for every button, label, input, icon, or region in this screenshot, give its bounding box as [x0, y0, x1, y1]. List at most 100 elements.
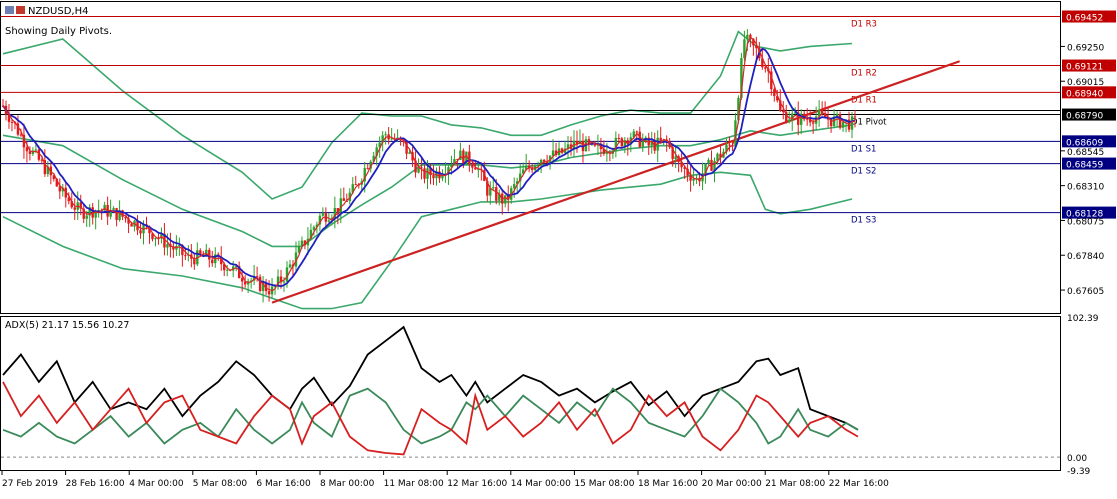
candle[interactable] — [674, 156, 677, 160]
candle[interactable] — [507, 195, 510, 200]
candle[interactable] — [539, 159, 543, 165]
candle[interactable] — [740, 58, 743, 98]
candle[interactable] — [282, 281, 286, 283]
candle[interactable] — [261, 283, 265, 291]
candle[interactable] — [761, 58, 764, 68]
candle[interactable] — [67, 197, 70, 202]
candle[interactable] — [408, 152, 411, 154]
candle[interactable] — [73, 207, 76, 210]
candle[interactable] — [689, 175, 692, 181]
candle[interactable] — [384, 134, 387, 136]
candle[interactable] — [782, 110, 785, 113]
candle[interactable] — [288, 264, 292, 268]
candle[interactable] — [312, 227, 316, 230]
adx-panel[interactable] — [0, 316, 1061, 471]
candle[interactable] — [243, 281, 247, 285]
candle[interactable] — [52, 175, 56, 179]
candle[interactable] — [602, 149, 606, 154]
candle[interactable] — [785, 112, 788, 123]
candle[interactable] — [477, 169, 480, 171]
candle[interactable] — [620, 138, 624, 147]
candle[interactable] — [121, 210, 124, 217]
candle[interactable] — [605, 152, 609, 154]
candle[interactable] — [695, 177, 698, 179]
candle[interactable] — [656, 137, 659, 151]
candle[interactable] — [755, 45, 758, 49]
candle[interactable] — [734, 120, 737, 147]
candle[interactable] — [668, 141, 671, 148]
candle[interactable] — [417, 167, 420, 173]
candle[interactable] — [453, 159, 456, 165]
candle[interactable] — [468, 151, 471, 165]
candle[interactable] — [542, 159, 546, 162]
candle[interactable] — [79, 202, 82, 209]
candle[interactable] — [303, 240, 307, 246]
candle[interactable] — [829, 119, 833, 127]
candle[interactable] — [351, 184, 354, 193]
candle[interactable] — [181, 245, 184, 256]
candle[interactable] — [82, 208, 85, 219]
candle[interactable] — [776, 96, 779, 101]
candle[interactable] — [309, 229, 313, 239]
candle[interactable] — [58, 186, 62, 192]
candle[interactable] — [46, 166, 50, 175]
candle[interactable] — [515, 181, 519, 185]
candle[interactable] — [130, 223, 133, 227]
candle[interactable] — [713, 160, 716, 171]
candle[interactable] — [97, 209, 100, 211]
candle[interactable] — [521, 169, 525, 174]
candle[interactable] — [545, 161, 549, 163]
candle[interactable] — [148, 226, 151, 234]
candle[interactable] — [773, 89, 776, 97]
candle[interactable] — [61, 187, 64, 192]
candle[interactable] — [405, 141, 408, 154]
candle[interactable] — [118, 210, 121, 220]
candle[interactable] — [495, 187, 498, 201]
candle[interactable] — [737, 97, 740, 121]
candle[interactable] — [115, 208, 118, 220]
candle[interactable] — [746, 34, 749, 40]
candle[interactable] — [366, 168, 369, 170]
candle[interactable] — [429, 168, 432, 176]
candle[interactable] — [294, 252, 298, 267]
candle[interactable] — [797, 112, 800, 125]
candle[interactable] — [838, 114, 842, 128]
candle[interactable] — [139, 230, 142, 234]
candle[interactable] — [554, 150, 558, 156]
candle[interactable] — [28, 151, 32, 154]
candle[interactable] — [817, 110, 821, 117]
candle[interactable] — [847, 119, 851, 130]
candle[interactable] — [441, 175, 444, 179]
candle[interactable] — [237, 266, 241, 279]
candle[interactable] — [725, 144, 728, 152]
candle[interactable] — [623, 140, 627, 147]
candle[interactable] — [853, 116, 857, 118]
candle[interactable] — [587, 139, 591, 144]
candle[interactable] — [465, 151, 468, 165]
candle[interactable] — [16, 123, 20, 135]
candle[interactable] — [635, 131, 638, 133]
candle[interactable] — [264, 283, 268, 292]
candle[interactable] — [7, 114, 11, 122]
candle[interactable] — [112, 208, 115, 210]
candle[interactable] — [315, 224, 319, 228]
candle[interactable] — [211, 259, 214, 264]
candle[interactable] — [799, 113, 803, 125]
candle[interactable] — [199, 250, 202, 255]
candle[interactable] — [471, 164, 474, 168]
candle[interactable] — [474, 167, 477, 170]
candle[interactable] — [85, 215, 88, 219]
candle[interactable] — [770, 71, 773, 90]
candle[interactable] — [354, 184, 357, 186]
candle[interactable] — [378, 142, 381, 148]
candle[interactable] — [390, 138, 393, 140]
candle[interactable] — [234, 266, 238, 268]
candle[interactable] — [659, 137, 662, 142]
candle[interactable] — [536, 164, 540, 167]
candle[interactable] — [22, 134, 26, 148]
candle[interactable] — [563, 148, 567, 153]
candle[interactable] — [459, 150, 462, 160]
candle[interactable] — [438, 171, 441, 179]
candle[interactable] — [318, 215, 322, 225]
candle[interactable] — [728, 144, 731, 146]
